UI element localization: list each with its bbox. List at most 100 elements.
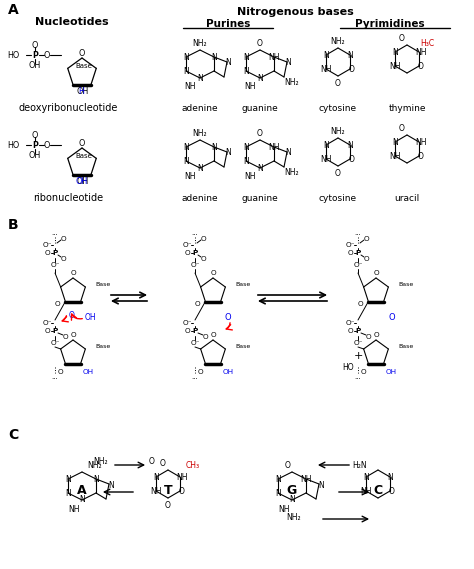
Text: N: N [183,67,189,76]
Text: N: N [225,147,231,156]
Text: N: N [257,163,263,172]
Text: ribonucleotide: ribonucleotide [33,193,103,203]
Text: NH₂: NH₂ [285,77,299,86]
Text: N: N [65,489,71,497]
Text: Purines: Purines [206,19,250,29]
Text: Base: Base [236,282,251,287]
Text: N: N [211,52,217,61]
Text: O: O [373,270,379,276]
Text: N: N [243,142,249,151]
Text: O: O [184,250,190,256]
Text: N: N [275,489,281,497]
Text: O: O [149,457,155,467]
Text: Base: Base [76,154,92,159]
Text: N: N [197,163,203,172]
Text: NH: NH [389,151,401,160]
Text: cytosine: cytosine [319,193,357,203]
Text: OH: OH [77,86,89,96]
Text: NH: NH [184,81,196,90]
Text: O: O [257,129,263,138]
Text: O⁻: O⁻ [42,320,52,326]
Text: ...: ... [355,230,361,236]
Text: O: O [165,501,171,510]
Text: N: N [387,472,393,481]
Text: O: O [210,332,216,338]
Text: Nitrogenous bases: Nitrogenous bases [237,7,354,17]
Text: NH₂: NH₂ [331,36,346,46]
Text: NH: NH [268,142,280,151]
Text: O: O [60,256,66,262]
Text: O: O [44,250,50,256]
Text: NH: NH [320,64,332,73]
Text: HO: HO [342,364,354,373]
Text: O⁻: O⁻ [182,242,192,248]
Text: Nucleotides: Nucleotides [35,17,109,27]
Text: N: N [347,141,353,150]
Text: NH₂: NH₂ [93,457,108,467]
Text: N: N [211,142,217,151]
Text: NH₂: NH₂ [87,460,101,469]
Text: N: N [183,142,189,151]
Text: guanine: guanine [242,104,278,113]
Text: O⁻: O⁻ [50,340,60,346]
Text: O⁻: O⁻ [353,340,363,346]
Text: O: O [285,460,291,469]
Text: Base: Base [236,344,251,349]
Text: NH₂: NH₂ [285,167,299,176]
Text: O: O [361,369,366,374]
Text: uracil: uracil [394,193,419,203]
Text: NH: NH [389,61,401,71]
Text: O: O [418,151,424,160]
Text: Base: Base [398,344,414,349]
Text: NH: NH [360,486,372,496]
Text: O: O [389,486,395,496]
Text: Base: Base [398,282,414,287]
Text: N: N [65,475,71,484]
Text: O⁻: O⁻ [50,262,60,268]
Text: O: O [349,155,355,163]
Text: O: O [32,40,38,50]
Text: N: N [197,73,203,83]
Text: O: O [194,300,200,307]
Text: P: P [52,250,58,256]
Text: O: O [225,314,231,323]
Text: O: O [32,130,38,139]
Text: O: O [347,250,353,256]
Text: OH: OH [29,60,41,69]
Text: N: N [257,73,263,83]
Text: O: O [202,334,208,340]
Text: N: N [153,472,159,481]
Text: O: O [184,328,190,334]
Text: NH₂: NH₂ [331,126,346,135]
Text: O⁻: O⁻ [353,262,363,268]
Text: N: N [323,141,329,150]
Text: O: O [79,48,85,57]
Text: OH: OH [77,176,89,185]
Text: O: O [210,270,216,276]
Text: N: N [285,57,291,67]
Text: OH: OH [29,150,41,159]
Text: O: O [62,334,68,340]
Text: NH: NH [150,486,162,496]
Text: +: + [353,351,363,361]
Text: NH: NH [176,472,188,481]
Text: O: O [57,369,63,374]
Text: P: P [32,51,38,60]
Text: H₃C: H₃C [420,39,434,47]
Text: ...: ... [191,374,199,380]
Text: HO: HO [8,141,20,150]
Text: O: O [200,236,206,242]
Text: NH: NH [278,505,290,514]
Text: OH: OH [75,176,87,185]
Text: N: N [183,156,189,166]
Text: O: O [44,141,50,150]
Text: O: O [44,51,50,60]
Text: O: O [335,79,341,88]
Text: O⁻: O⁻ [42,242,52,248]
Text: NH: NH [68,505,80,514]
Text: HO: HO [8,51,20,60]
Text: ...: ... [52,374,58,380]
Text: O: O [70,332,76,338]
Text: O: O [357,300,363,307]
Text: O: O [389,314,395,323]
